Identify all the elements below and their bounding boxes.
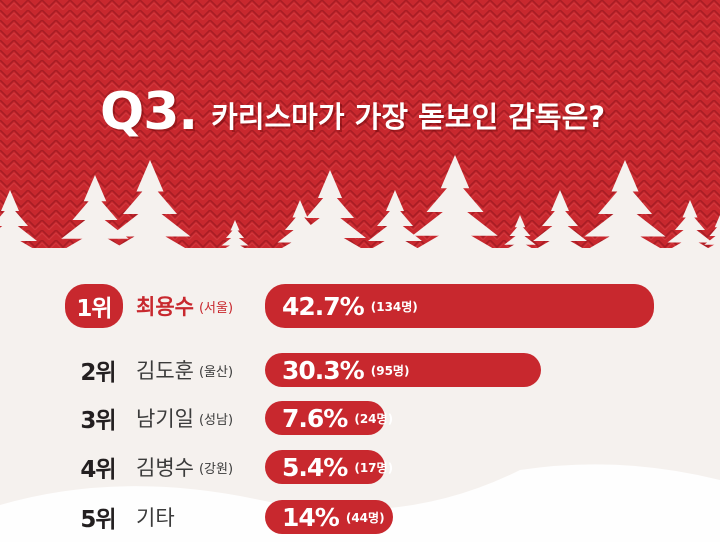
bar-label: 30.3% (95명) xyxy=(282,350,409,390)
title: Q3. 카리스마가 가장 돋보인 감독은? xyxy=(100,58,605,138)
tree-shape xyxy=(598,182,652,214)
tree-shape xyxy=(675,212,705,230)
tree-shape xyxy=(221,235,249,246)
percent-label: 30.3% xyxy=(282,355,365,385)
coach-name: 최용수 (서울) xyxy=(136,286,233,326)
coach-region: (서울) xyxy=(198,300,234,316)
value-bar xyxy=(265,353,542,387)
coach-name-text: 기타 xyxy=(136,506,175,530)
coach-name-text: 김도훈 xyxy=(136,359,194,383)
tree-shape xyxy=(682,200,698,218)
count-label: (24명) xyxy=(354,411,394,426)
tree-shape xyxy=(1,190,19,211)
snowy-trees xyxy=(0,155,720,268)
count-label: (17명) xyxy=(354,460,394,475)
tree-shape xyxy=(61,212,129,239)
tree-shape xyxy=(318,170,342,198)
ranking-row: 3위 남기일 (성남) 7.6% (24명) xyxy=(0,398,720,438)
ranking-row: 2위 김도훈 (울산) 30.3% (95명) xyxy=(0,350,720,390)
tree-shape xyxy=(0,205,28,226)
value-bar xyxy=(265,284,654,328)
tree-shape xyxy=(306,190,354,218)
ranking-row: 4위 김병수 (강원) 5.4% (17명) xyxy=(0,447,720,487)
bar-label: 42.7% (134명) xyxy=(282,286,418,326)
tree-shape xyxy=(504,232,536,245)
rank-label: 4위 xyxy=(80,457,116,483)
tree-shape xyxy=(136,160,164,192)
value-bar xyxy=(265,401,385,435)
tree-shape xyxy=(123,182,177,214)
tree-shape xyxy=(285,212,315,230)
tree-shape xyxy=(514,215,526,228)
tree-shape xyxy=(533,220,587,241)
percent-label: 7.6% xyxy=(282,403,348,433)
tree-shape xyxy=(714,215,720,228)
tree-shape xyxy=(509,223,531,236)
tree-shape xyxy=(709,223,720,236)
coach-region: (성남) xyxy=(198,412,234,428)
title-question-number: Q3. xyxy=(100,82,198,142)
tree-shape xyxy=(294,210,366,238)
tree-shape xyxy=(368,220,422,241)
rank-label: 3위 xyxy=(80,408,116,434)
rank-label: 2위 xyxy=(80,360,116,386)
bar-label: 5.4% (17명) xyxy=(282,447,393,487)
tree-shape xyxy=(226,227,244,238)
tree-shape xyxy=(72,193,118,220)
rank-label: 1위 xyxy=(65,284,123,328)
coach-name: 김병수 (강원) xyxy=(136,447,233,487)
coach-name: 남기일 (성남) xyxy=(136,398,233,438)
coach-name: 김도훈 (울산) xyxy=(136,350,233,390)
tree-shape xyxy=(292,200,308,218)
percent-label: 5.4% xyxy=(282,452,348,482)
coach-region: (강원) xyxy=(198,461,234,477)
tree-shape xyxy=(109,205,191,237)
coach-name-text: 김병수 xyxy=(136,456,194,480)
count-label: (95명) xyxy=(370,363,410,378)
percent-label: 14% xyxy=(282,502,340,532)
tree-shape xyxy=(551,190,569,211)
ranking-row: 1위 최용수 (서울) 42.7% (134명) xyxy=(0,284,720,328)
coach-name: 기타 xyxy=(136,497,175,537)
tree-shape xyxy=(230,220,240,231)
percent-label: 42.7% xyxy=(282,291,365,321)
tree-shape xyxy=(542,205,578,226)
knit-sweater-pattern xyxy=(0,0,720,262)
tree-shape xyxy=(611,160,639,192)
title-question-text: 카리스마가 가장 돋보인 감독은? xyxy=(211,100,606,134)
value-bar xyxy=(265,450,385,484)
tree-shape xyxy=(386,190,404,211)
tree-shape xyxy=(704,232,720,245)
rank-label: 5위 xyxy=(80,507,116,533)
tree-shape xyxy=(412,202,498,236)
count-label: (44명) xyxy=(345,510,385,525)
ranking-row: 5위 기타 14% (44명) xyxy=(0,497,720,537)
bar-label: 7.6% (24명) xyxy=(282,398,393,438)
tree-shape xyxy=(426,178,484,212)
tree-shape xyxy=(667,225,713,243)
bar-label: 14% (44명) xyxy=(282,497,385,537)
coach-name-text: 최용수 xyxy=(136,295,194,319)
coach-name-text: 남기일 xyxy=(136,407,194,431)
tree-shape xyxy=(377,205,413,226)
tree-shape xyxy=(440,155,470,189)
value-bar xyxy=(265,500,393,534)
snow-ground xyxy=(0,248,720,268)
tree-shape xyxy=(83,175,107,202)
count-label: (134명) xyxy=(370,299,418,314)
coach-region: (울산) xyxy=(198,364,234,380)
tree-shape xyxy=(584,205,666,237)
